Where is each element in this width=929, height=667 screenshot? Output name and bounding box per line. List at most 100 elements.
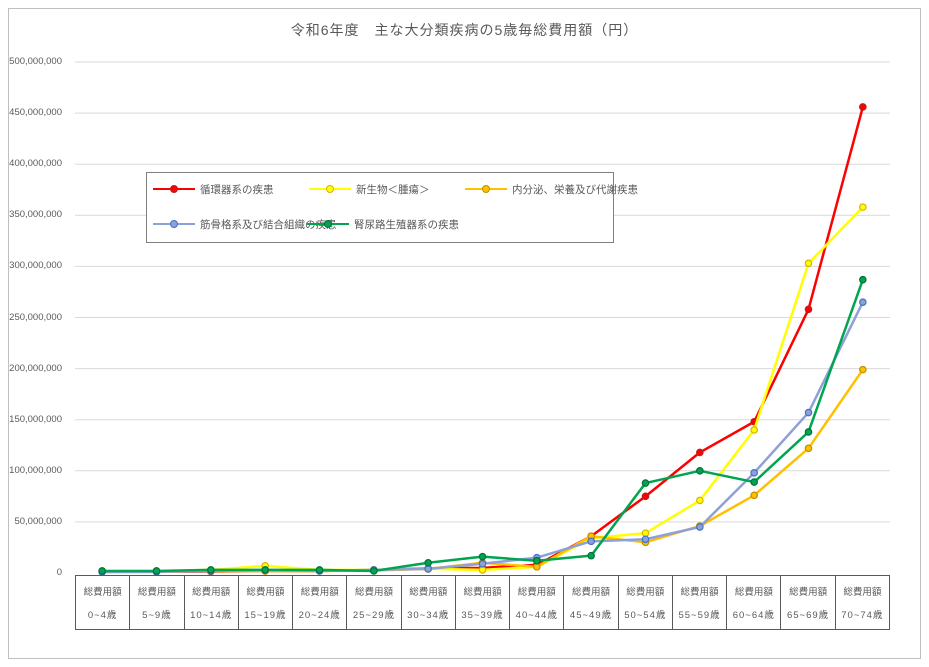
x-axis-age-label: 20~24歳 [298,609,341,621]
y-axis-tick-label: 0 [56,567,62,578]
series-line-1[interactable] [102,206,864,573]
legend-item[interactable]: 筋骨格系及び結合組織の疾患 [153,217,337,231]
x-axis-total-label: 総費用額 [246,587,285,599]
data-point[interactable] [587,551,595,560]
data-point[interactable] [696,466,704,475]
data-point[interactable] [696,496,704,505]
data-point[interactable] [261,566,269,574]
legend-item-label: 腎尿路生殖器系の疾患 [354,218,459,231]
y-axis-tick-label: 350,000,000 [9,209,62,221]
y-axis-tick-label: 250,000,000 [9,311,62,323]
x-axis-category: 総費用額 65~69歳 [781,576,836,629]
data-point[interactable] [859,103,867,111]
data-point[interactable] [750,469,758,477]
data-point[interactable] [641,492,650,501]
data-point[interactable] [750,491,758,500]
x-axis-category: 総費用額 45~49歳 [564,576,619,629]
data-point[interactable] [152,567,161,575]
x-axis-age-label: 25~29歳 [352,609,396,621]
data-point[interactable] [859,203,867,211]
x-axis-total-label: 総費用額 [463,587,502,599]
legend-marker-icon [153,185,195,193]
x-axis-total-label: 総費用額 [354,587,393,599]
legend-item[interactable]: 腎尿路生殖器系の疾患 [307,217,459,231]
data-point[interactable] [424,558,432,567]
data-point[interactable] [859,365,867,374]
x-axis-category: 総費用額 20~24歳 [293,576,348,629]
x-axis-category: 総費用額 5~9歳 [130,576,185,629]
data-point[interactable] [641,529,650,537]
legend-item-label: 筋骨格系及び結合組織の疾患 [200,218,337,231]
data-point[interactable] [750,478,758,486]
data-point[interactable] [696,523,704,531]
data-point[interactable] [424,565,432,573]
data-point[interactable] [859,275,867,284]
y-axis-tick-label: 500,000,000 [9,56,62,67]
chart-border [8,8,921,659]
x-axis-category: 総費用額 0~4歳 [76,576,131,629]
x-axis-age-label: 65~69歳 [786,609,830,621]
data-point[interactable] [750,426,758,434]
data-point[interactable] [533,556,541,565]
x-axis-category: 総費用額 25~29歳 [347,576,402,629]
x-axis-total-label: 総費用額 [300,587,339,599]
data-point[interactable] [859,298,867,306]
y-axis-tick-label: 100,000,000 [9,464,62,476]
legend-marker-icon [153,220,195,228]
x-axis-category: 総費用額 30~34歳 [402,576,456,629]
x-axis-category: 総費用額 70~74歳 [836,576,890,629]
legend-marker-icon [309,185,351,193]
x-axis-category: 総費用額 15~19歳 [239,576,294,629]
x-axis-category: 総費用額 55~59歳 [673,576,728,629]
legend-item[interactable]: 新生物＜腫瘍＞ [309,182,430,196]
x-axis-total-label: 総費用額 [83,587,122,599]
legend-marker-dot-icon [170,185,178,193]
data-point[interactable] [533,563,541,571]
data-point[interactable] [804,428,813,436]
data-point[interactable] [804,408,813,417]
x-axis-age-label: 40~44歳 [515,609,558,621]
legend[interactable]: 循環器系の疾患 新生物＜腫瘍＞ 内分泌、栄養及び代謝疾患筋骨格系及び結合組織の疾患 腎… [146,172,638,243]
x-axis-category: 総費用額 10~14歳 [185,576,239,629]
x-axis-age-label: 10~14歳 [190,609,233,621]
data-point[interactable] [641,535,650,544]
data-point[interactable] [696,448,704,457]
data-point[interactable] [478,560,487,568]
data-point[interactable] [641,479,650,487]
data-point[interactable] [478,566,487,574]
legend-item[interactable]: 循環器系の疾患 [153,182,274,196]
data-point[interactable] [587,537,595,546]
x-axis-category: 総費用額 60~64歳 [727,576,782,629]
data-point[interactable] [804,259,813,268]
x-axis-age-label: 50~54歳 [624,609,667,621]
x-axis-age-label: 35~39歳 [461,609,504,621]
x-axis-total-label: 総費用額 [137,587,176,599]
data-point[interactable] [370,567,378,575]
legend-item[interactable]: 内分泌、栄養及び代謝疾患 [465,182,638,196]
data-point[interactable] [804,305,813,314]
data-point[interactable] [98,567,106,575]
x-axis-total-label: 総費用額 [192,587,231,599]
x-axis-total-label: 総費用額 [409,587,448,599]
legend-item-label: 新生物＜腫瘍＞ [356,183,430,196]
x-axis-total-label: 総費用額 [626,587,665,599]
data-point[interactable] [478,552,487,561]
x-axis-age-label: 5~9歳 [142,609,172,621]
data-point[interactable] [315,566,324,574]
x-axis-age-label: 30~34歳 [407,609,450,621]
x-axis-age-label: 45~49歳 [569,609,613,621]
x-axis-age-label: 60~64歳 [732,609,775,621]
data-point[interactable] [207,566,215,574]
x-axis[interactable]: 総費用額 0~4歳 総費用額 5~9歳 総費用額 10~14歳 総費用額 15~19歳 総費用額… [75,575,890,630]
legend-marker-icon [307,220,349,228]
y-axis-tick-label: 300,000,000 [9,260,62,272]
y-axis-tick-label: 450,000,000 [9,107,62,119]
data-point[interactable] [804,444,813,453]
legend-marker-dot-icon [170,220,178,228]
x-axis-total-label: 総費用額 [734,587,773,599]
y-axis-tick-label: 400,000,000 [9,158,62,170]
y-axis-tick-label: 200,000,000 [9,362,62,374]
chart-title[interactable]: 令和6年度 主な大分類疾病の5歳毎総費用額（円） [290,22,639,38]
